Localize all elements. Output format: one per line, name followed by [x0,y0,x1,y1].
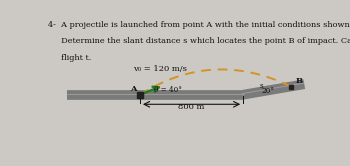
Text: B: B [295,77,302,85]
Text: Determine the slant distance s which locates the point B of impact. Calculate th: Determine the slant distance s which loc… [48,37,350,45]
Text: v₀ = 120 m/s: v₀ = 120 m/s [133,65,187,73]
Text: 800 m: 800 m [178,103,205,111]
Text: flight t.: flight t. [48,54,91,62]
Text: A: A [130,85,136,93]
Text: 20°: 20° [261,87,274,95]
Text: θ = 40°: θ = 40° [154,86,182,94]
Text: s: s [260,82,264,90]
Text: 4-  A projectile is launched from point A with the initial conditions shown in t: 4- A projectile is launched from point A… [48,21,350,29]
